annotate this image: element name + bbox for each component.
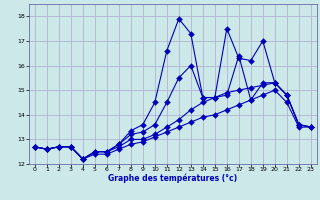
X-axis label: Graphe des températures (°c): Graphe des températures (°c) bbox=[108, 174, 237, 183]
